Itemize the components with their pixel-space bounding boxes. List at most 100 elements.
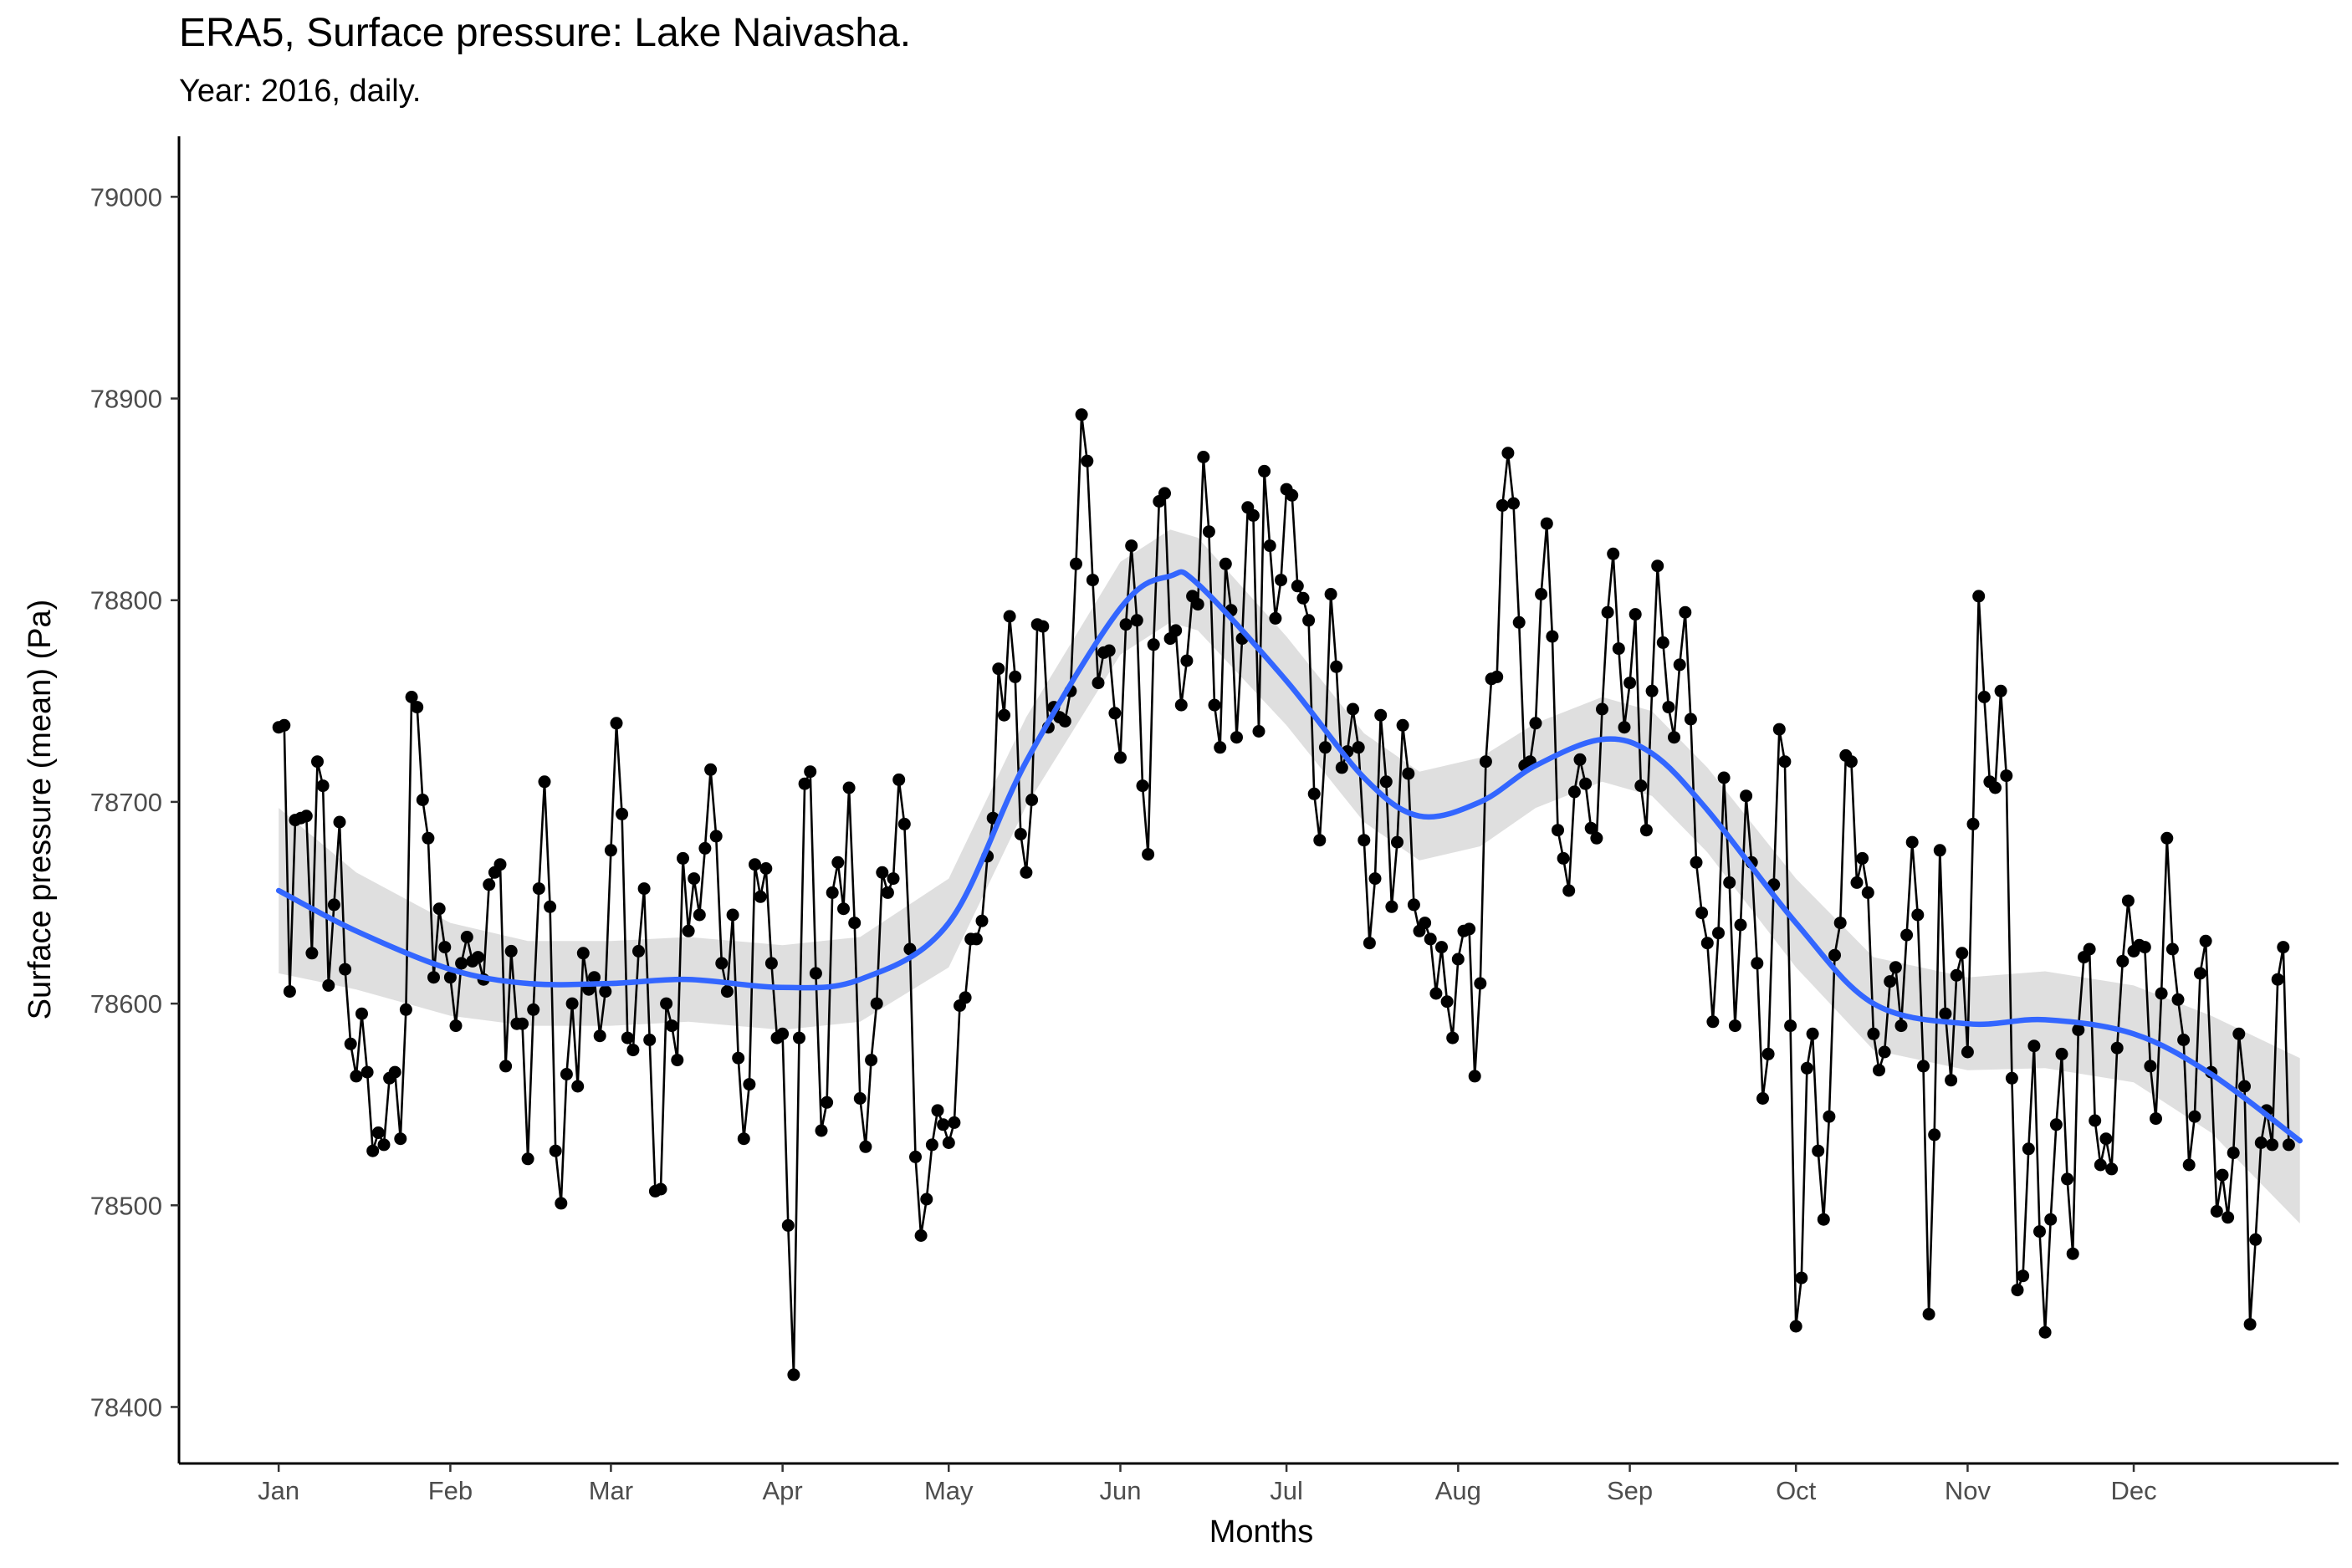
data-point (737, 1132, 750, 1146)
data-point (2116, 954, 2130, 968)
data-point (1147, 638, 1160, 651)
data-point (749, 858, 761, 871)
data-point (2094, 1158, 2107, 1172)
data-point (1479, 755, 1492, 769)
data-point (1086, 574, 1099, 587)
data-point (1994, 684, 2007, 697)
data-point (1917, 1060, 1930, 1073)
data-point (1590, 831, 1603, 845)
data-point (1889, 961, 1902, 974)
x-tick-label: Nov (1945, 1476, 1992, 1505)
data-point (998, 708, 1010, 722)
data-point (1020, 866, 1033, 879)
data-point (1552, 824, 1564, 837)
data-point (1003, 610, 1016, 623)
data-point (1158, 487, 1171, 500)
data-point (654, 1182, 667, 1196)
data-point (1712, 927, 1725, 940)
data-point (2000, 769, 2013, 783)
data-point (2083, 942, 2096, 956)
data-point (2061, 1172, 2074, 1186)
data-point (1419, 917, 1432, 930)
data-point (2150, 1112, 2162, 1126)
data-point (743, 1078, 756, 1091)
data-point (909, 1150, 922, 1163)
chart-subtitle: Year: 2016, daily. (179, 74, 422, 109)
data-point (1911, 908, 1925, 922)
data-point (764, 957, 778, 970)
data-point (443, 971, 457, 984)
data-point (1723, 876, 1736, 889)
data-point (1169, 624, 1183, 637)
data-point (1512, 615, 1526, 629)
data-point (1246, 508, 1260, 522)
data-point (1784, 1019, 1797, 1033)
data-point (1197, 451, 1210, 463)
data-point (1075, 408, 1088, 421)
data-point (1922, 1308, 1935, 1320)
data-point (405, 691, 418, 703)
data-point (388, 1065, 401, 1079)
data-point (2188, 1110, 2201, 1123)
data-point (616, 807, 629, 820)
data-point (859, 1140, 872, 1153)
data-point (1607, 547, 1620, 560)
data-point (1656, 636, 1669, 649)
data-point (2072, 1024, 2085, 1036)
data-point (1324, 588, 1337, 600)
data-point (848, 917, 862, 930)
data-point (1557, 851, 1570, 865)
data-point (2055, 1047, 2068, 1060)
confidence-band-layer (279, 529, 2300, 1223)
data-point (2044, 1213, 2058, 1226)
data-point (1567, 785, 1581, 799)
data-point (1014, 828, 1027, 840)
data-point (1025, 794, 1039, 806)
data-point (626, 1044, 640, 1057)
data-point (411, 701, 424, 714)
data-point (588, 971, 601, 984)
data-point (1717, 771, 1731, 784)
data-point (576, 947, 590, 960)
data-point (2066, 1247, 2079, 1260)
data-point (1507, 497, 1520, 510)
data-point (1374, 708, 1388, 722)
data-point (1684, 712, 1697, 726)
data-point (853, 1092, 867, 1105)
data-point (1379, 775, 1393, 789)
data-point (1474, 977, 1487, 990)
data-point (1307, 787, 1321, 800)
data-point (1728, 1019, 1741, 1033)
x-tick-label: Oct (1776, 1476, 1817, 1505)
data-point (1130, 614, 1143, 627)
data-point (2227, 1147, 2240, 1160)
data-point (604, 844, 617, 857)
data-point (826, 886, 839, 899)
data-point (1562, 884, 1576, 897)
data-point (1258, 464, 1271, 478)
data-point (688, 872, 701, 886)
data-point (1833, 917, 1847, 930)
data-point (876, 866, 889, 879)
data-point (483, 878, 496, 891)
data-point (975, 914, 989, 927)
data-point (1695, 907, 1709, 920)
data-point (1202, 525, 1215, 539)
data-point (1651, 559, 1664, 573)
smooth-trend-line (275, 569, 2303, 1144)
data-point (344, 1037, 357, 1050)
data-point (1391, 835, 1404, 849)
data-point (1136, 779, 1149, 793)
data-point (1335, 761, 1348, 774)
data-point (1180, 654, 1194, 667)
data-point (1601, 605, 1614, 619)
data-point (1956, 947, 1969, 960)
data-point (2165, 942, 2179, 956)
data-point (637, 882, 651, 896)
data-point (2216, 1168, 2229, 1182)
data-point (1424, 932, 1437, 946)
data-point (1529, 717, 1542, 730)
data-point (2005, 1071, 2018, 1085)
data-point (1800, 1061, 1813, 1075)
data-point (1302, 614, 1316, 627)
